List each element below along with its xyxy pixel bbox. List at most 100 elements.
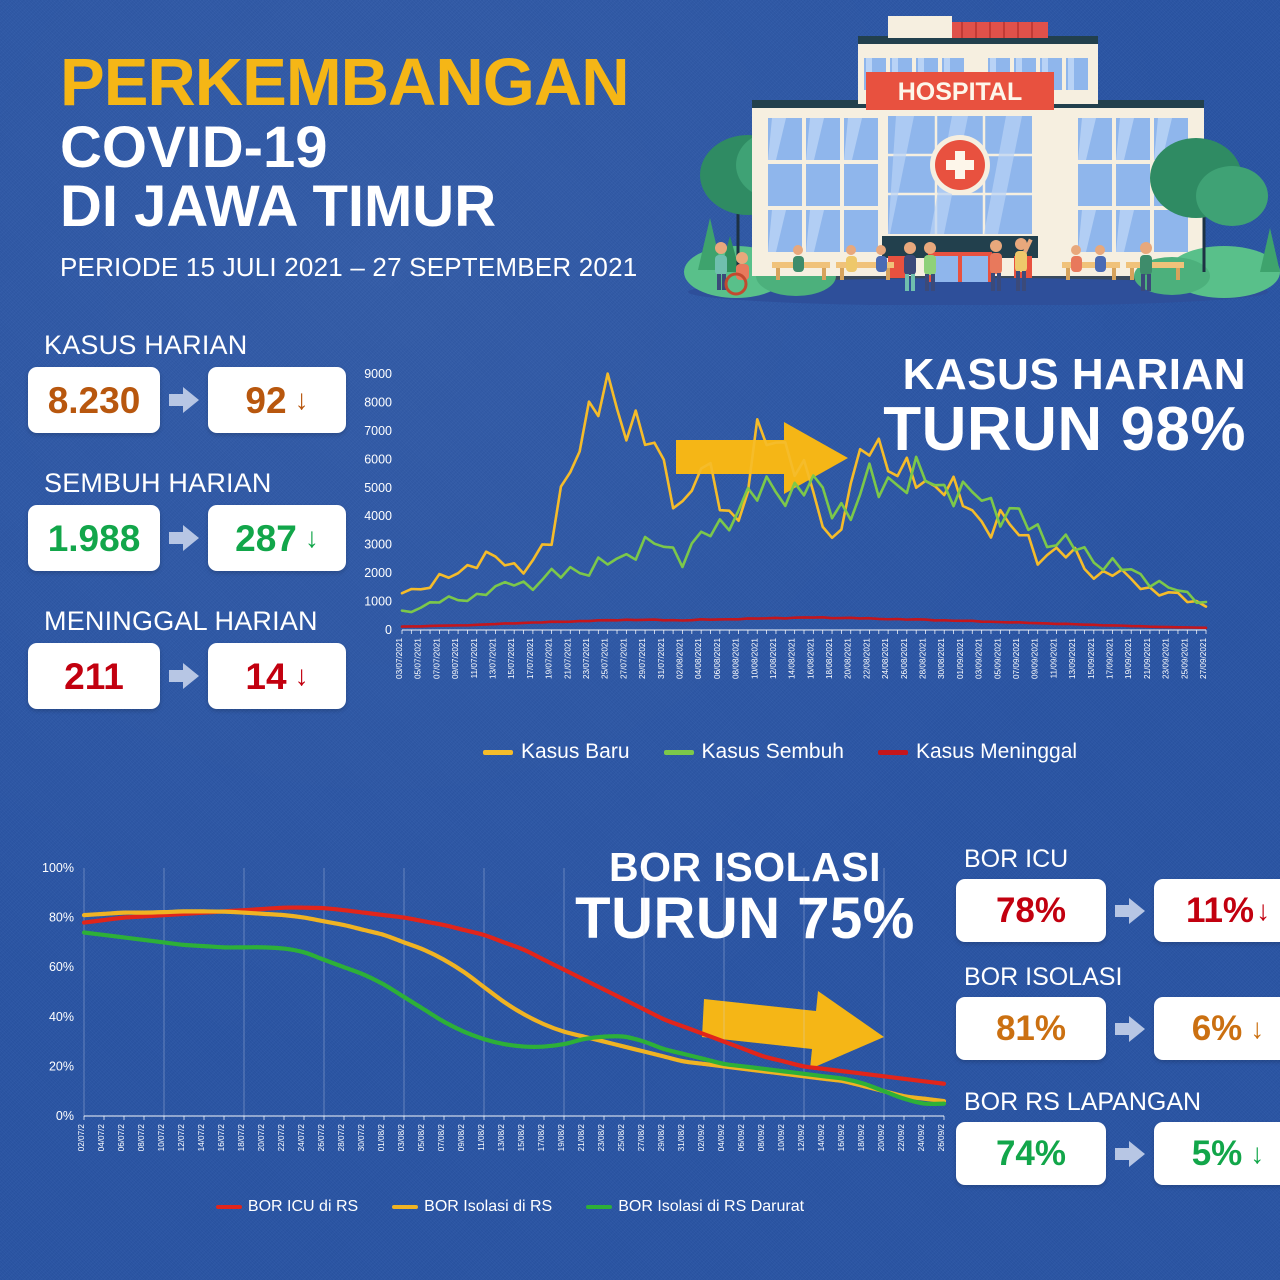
title-line-1: PERKEMBANGAN [60, 45, 630, 120]
trend-arrow-2-icon [700, 985, 890, 1080]
svg-text:7000: 7000 [364, 424, 392, 438]
callout-line-2: TURUN 98% [883, 395, 1246, 465]
svg-text:60%: 60% [49, 960, 74, 974]
legend-label: BOR Isolasi di RS Darurat [618, 1198, 805, 1215]
svg-text:03/07/2021: 03/07/2021 [395, 638, 404, 679]
trend-down-icon: ↓ [304, 522, 319, 553]
title-line-2: COVID-19 [60, 114, 328, 180]
svg-text:26/08/2021: 26/08/2021 [900, 638, 909, 679]
svg-text:05/09/2021: 05/09/2021 [993, 638, 1002, 679]
stat-to-card: 14 ↓ [208, 643, 346, 709]
svg-text:25/09/2021: 25/09/2021 [1180, 638, 1189, 679]
svg-text:31/08/2: 31/08/2 [677, 1124, 686, 1152]
legend-swatch [877, 749, 908, 755]
svg-text:29/08/2: 29/08/2 [657, 1124, 666, 1152]
hospital-illustration: HOSPITAL [676, 0, 1280, 306]
legend-swatch [215, 1205, 242, 1209]
svg-text:13/08/2: 13/08/2 [497, 1124, 506, 1152]
svg-text:30/08/2021: 30/08/2021 [937, 638, 946, 679]
svg-text:16/08/2021: 16/08/2021 [806, 638, 815, 679]
svg-text:05/07/2021: 05/07/2021 [414, 638, 423, 679]
stat-from-value: 8.230 [47, 379, 141, 421]
chart-kasus-harian: 0 1000 2000 3000 4000 5000 6000 7000 8000 9000 03/… [356, 364, 1216, 709]
svg-text:26/07/2: 26/07/2 [317, 1124, 326, 1152]
svg-text:24/07/2: 24/07/2 [297, 1124, 306, 1152]
svg-text:19/07/2021: 19/07/2021 [545, 638, 554, 679]
bor-label: BOR RS LAPANGAN [964, 1088, 1202, 1116]
trend-down-icon: ↓ [1250, 1137, 1265, 1169]
stat-label: SEMBUH HARIAN [44, 468, 272, 498]
svg-text:15/07/2021: 15/07/2021 [507, 638, 516, 679]
stat-from-value: 1.988 [47, 517, 141, 559]
svg-text:07/07/2021: 07/07/2021 [432, 638, 441, 679]
svg-text:25/08/2: 25/08/2 [617, 1124, 626, 1152]
legend-label: Kasus Meninggal [915, 740, 1078, 763]
svg-text:07/09/2021: 07/09/2021 [1012, 638, 1021, 679]
svg-text:10/09/2: 10/09/2 [777, 1124, 786, 1152]
legend-swatch [586, 1205, 613, 1209]
svg-text:12/09/2: 12/09/2 [797, 1124, 806, 1152]
callout-line-1: BOR ISOLASI [608, 844, 882, 890]
svg-text:17/07/2021: 17/07/2021 [526, 638, 535, 679]
trend-down-icon: ↓ [1250, 1012, 1265, 1044]
svg-text:02/07/2: 02/07/2 [77, 1124, 86, 1152]
legend-swatch [663, 749, 694, 755]
svg-text:21/09/2021: 21/09/2021 [1143, 638, 1152, 679]
svg-text:22/09/2: 22/09/2 [897, 1124, 906, 1152]
stat-to-value: 92 [245, 379, 287, 421]
svg-text:14/09/2: 14/09/2 [817, 1124, 826, 1152]
stat-from-value: 211 [64, 655, 124, 697]
svg-text:28/08/2021: 28/08/2021 [919, 638, 928, 679]
bor-label: BOR ICU [964, 845, 1069, 873]
svg-text:20/07/2: 20/07/2 [257, 1124, 266, 1152]
svg-text:03/08/2: 03/08/2 [397, 1124, 406, 1152]
legend-item-kasus-meninggal: Kasus Meninggal [877, 740, 1078, 764]
svg-text:17/08/2: 17/08/2 [537, 1124, 546, 1152]
stat-label: MENINGGAL HARIAN [44, 606, 318, 636]
svg-text:80%: 80% [49, 911, 74, 925]
svg-text:03/09/2021: 03/09/2021 [975, 638, 984, 679]
svg-text:16/09/2: 16/09/2 [837, 1124, 846, 1152]
svg-text:24/08/2021: 24/08/2021 [881, 638, 890, 679]
arrow-right-icon [169, 525, 199, 551]
legend-label: BOR ICU di RS [247, 1198, 359, 1215]
svg-text:29/07/2021: 29/07/2021 [638, 638, 647, 679]
svg-text:23/08/2: 23/08/2 [597, 1124, 606, 1152]
svg-text:27/09/2021: 27/09/2021 [1199, 638, 1208, 679]
svg-text:18/08/2021: 18/08/2021 [825, 638, 834, 679]
svg-text:23/07/2021: 23/07/2021 [582, 638, 591, 679]
stat-group-kasus-harian: KASUS HARIAN 8.230 92 ↓ [28, 330, 346, 433]
svg-text:21/08/2: 21/08/2 [577, 1124, 586, 1152]
svg-text:08/08/2021: 08/08/2021 [732, 638, 741, 679]
svg-text:13/09/2021: 13/09/2021 [1068, 638, 1077, 679]
bor-from-card: 78% [956, 879, 1106, 942]
arrow-right-icon [1115, 1140, 1145, 1167]
svg-text:07/08/2: 07/08/2 [437, 1124, 446, 1152]
svg-text:8000: 8000 [364, 395, 392, 409]
chart-bor-isolasi: 0% 20% 40% 60% 80% 100% 02/07/2 04/07/2 06/07/2 0… [26, 856, 956, 1201]
bor-to-card: 11% ↓ [1154, 879, 1280, 942]
svg-text:26/09/2: 26/09/2 [937, 1124, 946, 1152]
stat-from-card: 211 [28, 643, 160, 709]
svg-text:12/07/2: 12/07/2 [177, 1124, 186, 1152]
legend-swatch [392, 1205, 419, 1209]
svg-text:12/08/2021: 12/08/2021 [769, 638, 778, 679]
svg-text:16/07/2: 16/07/2 [217, 1124, 226, 1152]
svg-text:15/08/2: 15/08/2 [517, 1124, 526, 1152]
svg-text:21/07/2021: 21/07/2021 [563, 638, 572, 679]
legend-item-kasus-baru: Kasus Baru [482, 740, 630, 764]
svg-text:09/09/2021: 09/09/2021 [1031, 638, 1040, 679]
title-line-3: DI JAWA TIMUR [60, 173, 497, 239]
svg-text:08/09/2: 08/09/2 [757, 1124, 766, 1152]
bor-to-value: 6% [1191, 1009, 1243, 1048]
svg-text:18/09/2: 18/09/2 [857, 1124, 866, 1152]
svg-text:01/08/2: 01/08/2 [377, 1124, 386, 1152]
svg-text:18/07/2: 18/07/2 [237, 1124, 246, 1152]
arrow-right-icon [169, 387, 199, 413]
legend-label: BOR Isolasi di RS [424, 1198, 553, 1215]
stat-to-value: 14 [245, 655, 287, 697]
hospital-sign-text: HOSPITAL [898, 78, 1023, 106]
arrow-right-icon [1115, 897, 1145, 924]
stat-to-card: 92 ↓ [208, 367, 346, 433]
svg-text:17/09/2021: 17/09/2021 [1106, 638, 1115, 679]
